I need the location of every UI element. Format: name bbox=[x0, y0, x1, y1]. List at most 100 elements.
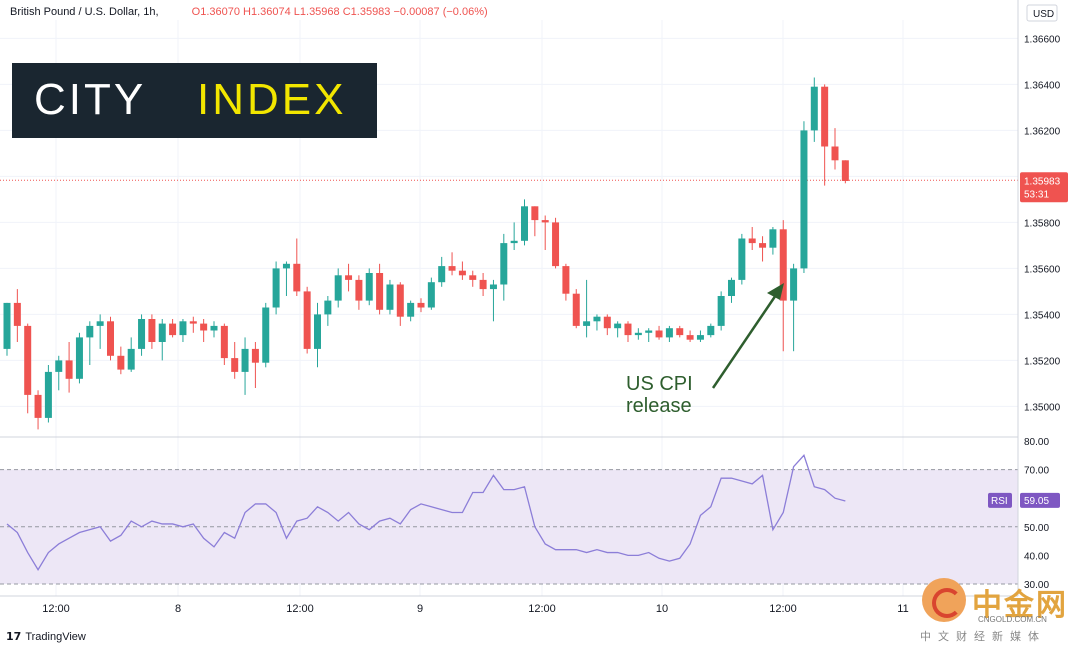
candle bbox=[251, 342, 259, 388]
candle-body bbox=[314, 314, 321, 349]
candle bbox=[127, 337, 135, 372]
candle-body bbox=[138, 319, 146, 349]
candle bbox=[800, 121, 808, 273]
candle-body bbox=[44, 371, 52, 418]
candle bbox=[324, 296, 332, 326]
candle bbox=[293, 238, 301, 296]
candle bbox=[117, 346, 125, 375]
time-tick-label: 8 bbox=[175, 603, 181, 615]
candle bbox=[75, 332, 83, 384]
candle bbox=[365, 268, 373, 306]
tradingview-label: TradingView bbox=[25, 631, 86, 643]
candle-body bbox=[686, 335, 694, 340]
price-tick-label: 1.36600 bbox=[1024, 34, 1061, 45]
rsi-band bbox=[0, 469, 1018, 585]
candle-body bbox=[531, 206, 539, 221]
candle-body bbox=[696, 335, 704, 340]
candle-body bbox=[293, 263, 301, 292]
candle-body bbox=[407, 302, 415, 317]
candle bbox=[728, 277, 735, 303]
candle bbox=[717, 291, 725, 331]
candle-body bbox=[334, 275, 342, 301]
candle-body bbox=[572, 293, 580, 326]
candle bbox=[231, 342, 239, 379]
candle bbox=[65, 342, 73, 393]
cngold-logo-icon bbox=[922, 578, 966, 622]
candle-body bbox=[365, 273, 373, 301]
candle-body bbox=[96, 321, 104, 326]
candle bbox=[107, 316, 114, 361]
candle bbox=[427, 277, 435, 310]
candle-body bbox=[769, 229, 777, 248]
candle-body bbox=[231, 358, 239, 372]
time-tick-label: 12:00 bbox=[286, 603, 314, 615]
candle-body bbox=[179, 321, 187, 336]
candle-body bbox=[562, 266, 570, 294]
candle-body bbox=[458, 270, 466, 276]
price-tick-label: 1.36400 bbox=[1024, 80, 1061, 91]
rsi-line bbox=[6, 454, 846, 571]
candle bbox=[148, 314, 156, 349]
candle-body bbox=[117, 355, 125, 370]
candle-body bbox=[510, 240, 518, 244]
rsi-name: RSI bbox=[991, 496, 1008, 507]
candle bbox=[158, 319, 166, 361]
candle bbox=[707, 323, 715, 338]
candle bbox=[593, 314, 601, 331]
candle bbox=[55, 355, 63, 391]
candle bbox=[272, 261, 280, 315]
candle bbox=[282, 261, 290, 296]
last-price-badge bbox=[1020, 172, 1068, 203]
watermark-cn: 中金网 bbox=[972, 589, 1068, 622]
candle-body bbox=[158, 323, 166, 342]
candle bbox=[696, 330, 704, 342]
candle-body bbox=[251, 348, 259, 363]
price-tick-label: 1.35000 bbox=[1024, 402, 1061, 413]
time-tick-label: 12:00 bbox=[42, 603, 70, 615]
candle-body bbox=[779, 229, 787, 301]
candle-body bbox=[417, 302, 425, 308]
candle-body bbox=[127, 348, 135, 370]
candle bbox=[790, 263, 798, 352]
candle-body bbox=[148, 319, 156, 342]
rsi-band-fill bbox=[0, 469, 1018, 584]
candle-body bbox=[438, 266, 446, 283]
candle-body bbox=[624, 323, 632, 336]
candle-body bbox=[821, 86, 829, 147]
watermark-site: CNGOLD.COM.CN bbox=[978, 615, 1047, 624]
candle-body bbox=[469, 275, 477, 280]
candle-body bbox=[355, 279, 363, 301]
chart-header: British Pound / U.S. Dollar, 1h, O1.3607… bbox=[10, 6, 488, 18]
candle bbox=[179, 319, 187, 342]
candle-body bbox=[282, 263, 290, 269]
candle bbox=[448, 252, 456, 276]
candle bbox=[738, 233, 746, 285]
price-tick-label: 1.35600 bbox=[1024, 264, 1061, 275]
candle-body bbox=[552, 222, 560, 267]
time-tick-label: 11 bbox=[897, 603, 908, 615]
candle bbox=[541, 215, 549, 250]
candle-body bbox=[396, 284, 404, 317]
candle-body bbox=[707, 325, 715, 336]
time-tick-label: 12:00 bbox=[769, 603, 797, 615]
candle bbox=[407, 300, 415, 322]
candle bbox=[458, 261, 466, 280]
candle bbox=[562, 263, 570, 301]
candle-body bbox=[521, 206, 528, 241]
candle-body bbox=[759, 243, 767, 248]
candle bbox=[665, 325, 673, 342]
candle-body bbox=[324, 300, 332, 315]
candle bbox=[810, 77, 818, 142]
candle-body bbox=[676, 328, 684, 336]
candle bbox=[645, 328, 653, 342]
candle bbox=[489, 279, 497, 322]
candle bbox=[686, 330, 694, 342]
candle-body bbox=[75, 337, 83, 379]
candle-body bbox=[603, 316, 611, 329]
symbol-title: British Pound / U.S. Dollar, 1h, bbox=[10, 6, 159, 18]
candle-body bbox=[220, 325, 228, 359]
candle bbox=[769, 227, 777, 255]
tradingview-brand[interactable]: 17 TradingView bbox=[6, 630, 86, 643]
candle bbox=[86, 321, 94, 365]
candle-body bbox=[3, 302, 11, 349]
